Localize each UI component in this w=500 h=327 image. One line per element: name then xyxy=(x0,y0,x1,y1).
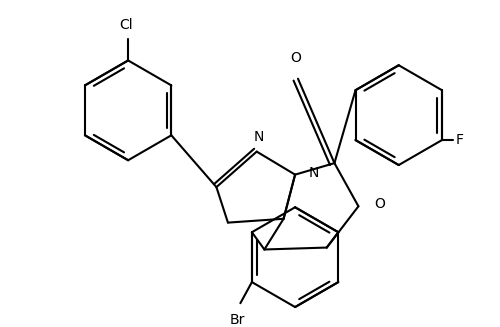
Text: Br: Br xyxy=(230,313,245,327)
Text: O: O xyxy=(374,198,384,211)
Text: O: O xyxy=(290,51,302,65)
Text: N: N xyxy=(308,166,319,180)
Text: F: F xyxy=(456,133,464,147)
Text: N: N xyxy=(254,130,264,144)
Text: Cl: Cl xyxy=(120,18,133,32)
